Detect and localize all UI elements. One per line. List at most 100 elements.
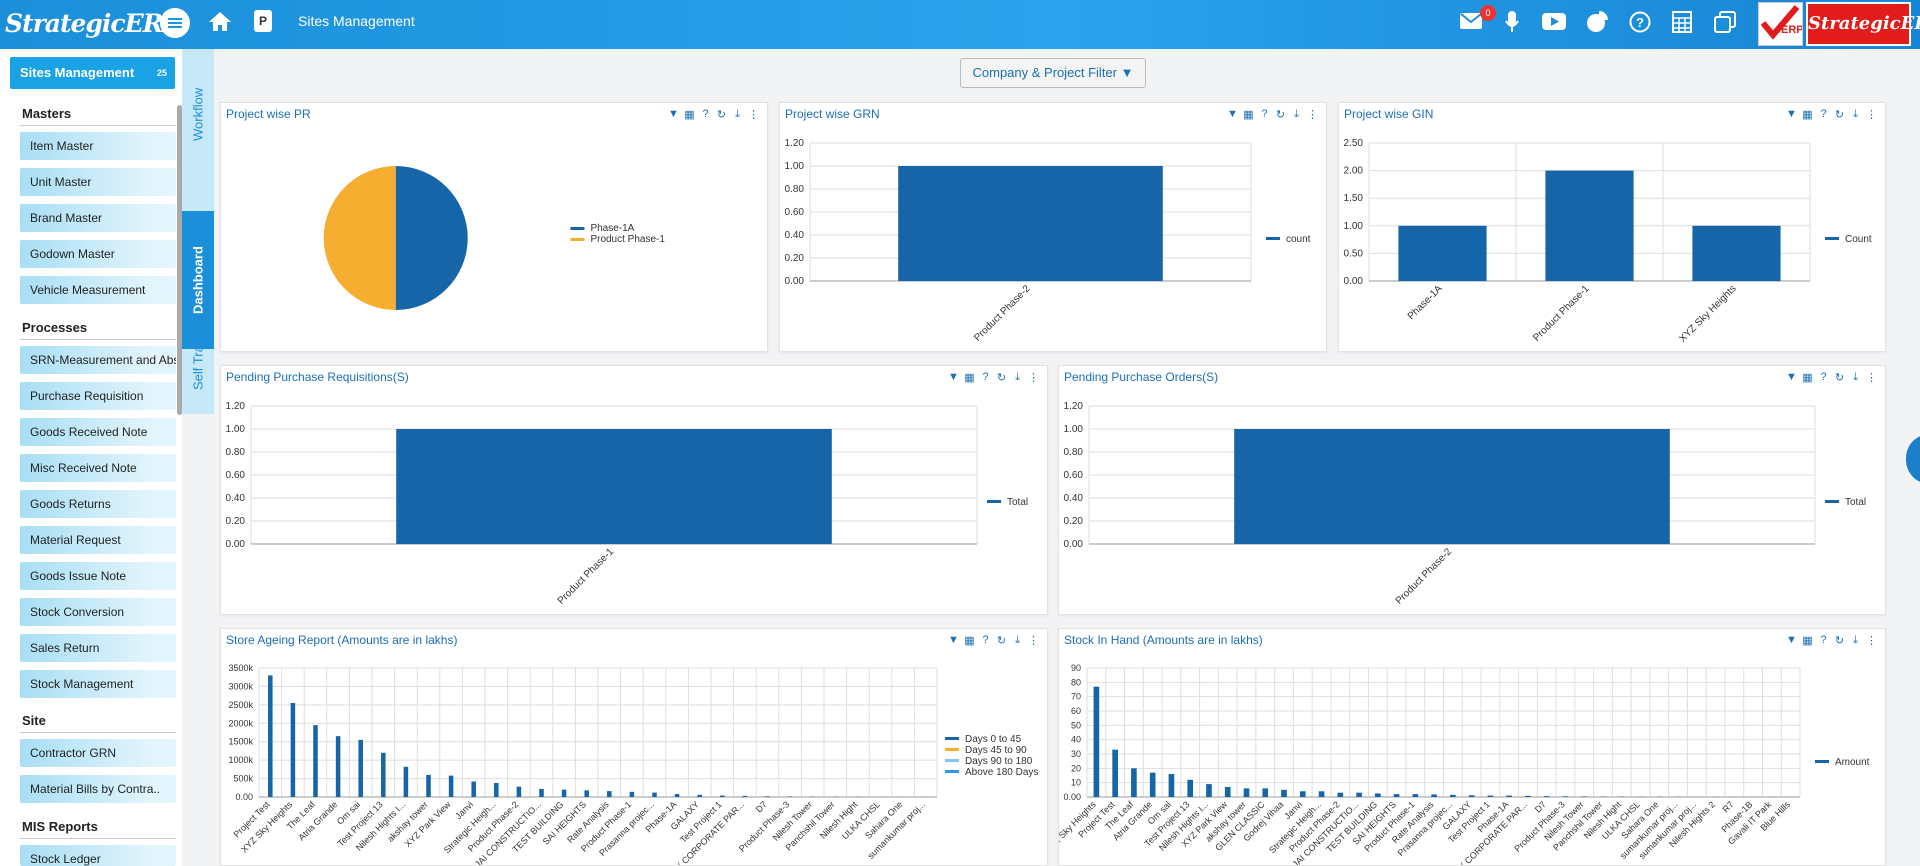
bar <box>539 788 544 797</box>
sidebar-item-unit-master[interactable]: Unit Master <box>20 168 176 196</box>
y-tick-label: 70 <box>1071 692 1081 702</box>
bar <box>1562 796 1569 797</box>
bar-chart: 0.00 0.50 1.00 1.50 2.00 2.50 Phase-1A Product … <box>1344 138 1872 345</box>
bar <box>1525 795 1531 797</box>
sidebar-item-misc-received-note[interactable]: Misc Received Note <box>20 454 176 482</box>
table-icon[interactable]: ▦ <box>1802 109 1813 121</box>
windows-icon[interactable] <box>1714 11 1736 33</box>
module-header[interactable]: Sites Management 25 <box>10 57 175 89</box>
refresh-icon[interactable]: ↻ <box>996 635 1007 647</box>
pie-chart-icon[interactable] <box>1586 11 1608 33</box>
help-icon[interactable]: ? <box>702 108 709 120</box>
microphone-icon[interactable] <box>1505 11 1519 33</box>
bar <box>1545 170 1634 281</box>
y-tick-label: 3500k <box>228 663 253 673</box>
mail-icon[interactable] <box>1460 13 1482 29</box>
refresh-icon[interactable]: ↻ <box>1834 372 1845 384</box>
download-icon[interactable]: ⤓ <box>735 108 740 120</box>
help-icon[interactable]: ? <box>1820 371 1827 383</box>
youtube-icon[interactable] <box>1542 13 1566 30</box>
sidebar-item-godown-master[interactable]: Godown Master <box>20 240 176 268</box>
tab-workflow[interactable]: Workflow <box>190 87 206 141</box>
help-icon[interactable]: ? <box>1629 11 1651 33</box>
download-icon[interactable]: ⤓ <box>1853 108 1858 120</box>
sidebar-item-item-master[interactable]: Item Master <box>20 132 176 160</box>
y-tick-label: 30 <box>1071 749 1081 759</box>
pie-slice <box>395 166 468 310</box>
filter-icon[interactable]: ▼ <box>1227 108 1238 120</box>
sidebar-item-sales-return[interactable]: Sales Return <box>20 634 176 662</box>
y-tick-label: 2.00 <box>1344 166 1364 177</box>
sidebar-item-material-bills[interactable]: Material Bills by Contra.. <box>20 775 176 803</box>
refresh-icon[interactable]: ↻ <box>1275 109 1286 121</box>
bar <box>1168 774 1175 797</box>
sidebar-item-contractor-grn[interactable]: Contractor GRN <box>20 739 176 767</box>
help-icon[interactable]: ? <box>1820 634 1827 646</box>
table-icon[interactable]: ▦ <box>1802 372 1813 384</box>
sidebar-item-stock-conversion[interactable]: Stock Conversion <box>20 598 176 626</box>
more-icon[interactable]: ⋮ <box>1028 635 1039 647</box>
sidebar-item-srn[interactable]: SRN-Measurement and Abst <box>20 346 176 374</box>
download-icon[interactable]: ⤓ <box>1853 371 1858 383</box>
tab-self-training[interactable]: Self Training <box>190 317 206 391</box>
bar <box>396 429 832 544</box>
refresh-icon[interactable]: ↻ <box>1834 109 1845 121</box>
filter-icon[interactable]: ▼ <box>948 634 959 646</box>
bar <box>1318 791 1325 797</box>
y-tick-label: 1.00 <box>1064 424 1084 435</box>
right-drawer-toggle[interactable] <box>1906 434 1920 484</box>
refresh-icon[interactable]: ↻ <box>996 372 1007 384</box>
refresh-icon[interactable]: ↻ <box>716 109 727 121</box>
filter-icon[interactable]: ▼ <box>668 108 679 120</box>
page-badge[interactable]: P <box>254 10 272 32</box>
filter-icon[interactable]: ▼ <box>1786 108 1797 120</box>
help-icon[interactable]: ? <box>982 634 989 646</box>
more-icon[interactable]: ⋮ <box>1307 109 1318 121</box>
sidebar-scrollbar[interactable] <box>177 105 182 415</box>
filter-icon[interactable]: ▼ <box>948 371 959 383</box>
section-processes: Processes <box>22 320 88 335</box>
download-icon[interactable]: ⤓ <box>1294 108 1299 120</box>
table-icon[interactable]: ▦ <box>964 635 975 647</box>
refresh-icon[interactable]: ↻ <box>1834 635 1845 647</box>
y-tick-label: 0.20 <box>1064 516 1084 527</box>
filter-icon[interactable]: ▼ <box>1786 634 1797 646</box>
sidebar-item-brand-master[interactable]: Brand Master <box>20 204 176 232</box>
sidebar-item-material-request[interactable]: Material Request <box>20 526 176 554</box>
table-icon[interactable]: ▦ <box>964 372 975 384</box>
sidebar-item-stock-ledger[interactable]: Stock Ledger <box>20 845 176 866</box>
table-icon[interactable]: ▦ <box>1243 109 1254 121</box>
home-icon[interactable] <box>208 10 232 32</box>
download-icon[interactable]: ⤓ <box>1015 634 1020 646</box>
download-icon[interactable]: ⤓ <box>1853 634 1858 646</box>
sidebar-item-purchase-requisition[interactable]: Purchase Requisition <box>20 382 176 410</box>
more-icon[interactable]: ⋮ <box>1866 109 1877 121</box>
sidebar-item-goods-returns[interactable]: Goods Returns <box>20 490 176 518</box>
y-tick-label: 0.60 <box>1064 470 1084 481</box>
table-icon[interactable]: ▦ <box>684 109 695 121</box>
sidebar-item-stock-management[interactable]: Stock Management <box>20 670 176 698</box>
company-project-filter-button[interactable]: Company & Project Filter ▼ <box>960 58 1146 88</box>
help-icon[interactable]: ? <box>1261 108 1268 120</box>
filter-icon[interactable]: ▼ <box>1786 371 1797 383</box>
hamburger-menu-button[interactable] <box>160 8 190 38</box>
app-logo[interactable]: StrategicERP <box>5 9 181 38</box>
bar <box>1187 779 1194 797</box>
legend-swatch <box>945 770 959 773</box>
help-icon[interactable]: ? <box>982 371 989 383</box>
y-tick-label: 1.20 <box>1064 401 1084 412</box>
help-icon[interactable]: ? <box>1820 108 1827 120</box>
table-icon[interactable]: ▦ <box>1802 635 1813 647</box>
bar <box>652 792 657 797</box>
download-icon[interactable]: ⤓ <box>1015 371 1020 383</box>
more-icon[interactable]: ⋮ <box>1866 372 1877 384</box>
sidebar-item-goods-issue-note[interactable]: Goods Issue Note <box>20 562 176 590</box>
more-icon[interactable]: ⋮ <box>748 109 759 121</box>
sidebar-item-goods-received-note[interactable]: Goods Received Note <box>20 418 176 446</box>
section-mis-reports: MIS Reports <box>22 819 98 834</box>
calculator-icon[interactable] <box>1672 11 1692 33</box>
sidebar-item-vehicle-measurement[interactable]: Vehicle Measurement <box>20 276 176 304</box>
more-icon[interactable]: ⋮ <box>1028 372 1039 384</box>
more-icon[interactable]: ⋮ <box>1866 635 1877 647</box>
bar <box>1112 749 1118 797</box>
